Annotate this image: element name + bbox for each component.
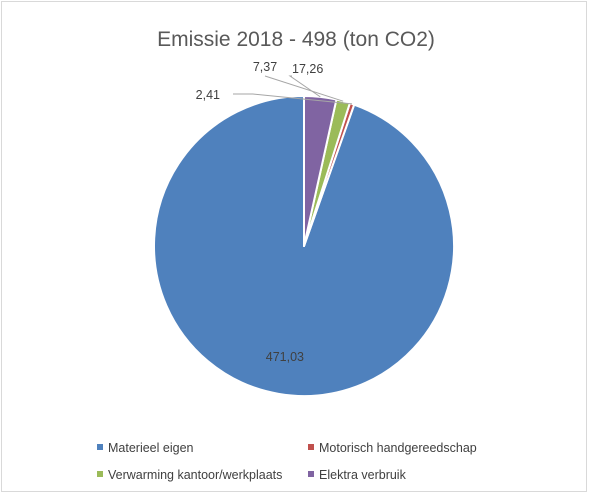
- data-label-verwarming-kantoor-werkplaats: 7,37: [253, 60, 277, 74]
- pie-slice-materieel-eigen: [153, 95, 455, 397]
- legend: Materieel eigen Motorisch handgereedschap…: [97, 441, 477, 482]
- legend-item-materieel-eigen: Materieel eigen: [97, 441, 194, 455]
- leader-line-elektra-verbruik: [288, 75, 321, 98]
- pie-slices: [153, 95, 455, 397]
- legend-item-motorisch-handgereedschap: Motorisch handgereedschap: [308, 441, 477, 455]
- legend-label: Materieel eigen: [108, 441, 194, 455]
- data-label-motorisch-handgereedschap: 2,41: [196, 88, 220, 102]
- legend-swatch: [97, 471, 103, 477]
- leader-line-verwarming-kantoor-werkplaats: [264, 75, 344, 102]
- legend-swatch: [308, 444, 314, 450]
- legend-swatch: [308, 471, 314, 477]
- data-label-elektra-verbruik: 17,26: [292, 62, 323, 76]
- leader-lines: [233, 75, 353, 105]
- leader-line-motorisch-handgereedschap: [233, 93, 353, 105]
- data-label-materieel-eigen: 471,03: [266, 350, 304, 364]
- data-labels: 471,03 2,41 7,37 17,26: [196, 60, 324, 364]
- legend-label: Verwarming kantoor/werkplaats: [108, 468, 282, 482]
- legend-label: Motorisch handgereedschap: [319, 441, 477, 455]
- legend-item-verwarming-kantoor-werkplaats: Verwarming kantoor/werkplaats: [97, 468, 282, 482]
- legend-swatch: [97, 444, 103, 450]
- chart-title: Emissie 2018 - 498 (ton CO2): [157, 28, 435, 51]
- legend-item-elektra-verbruik: Elektra verbruik: [308, 468, 407, 482]
- legend-label: Elektra verbruik: [319, 468, 407, 482]
